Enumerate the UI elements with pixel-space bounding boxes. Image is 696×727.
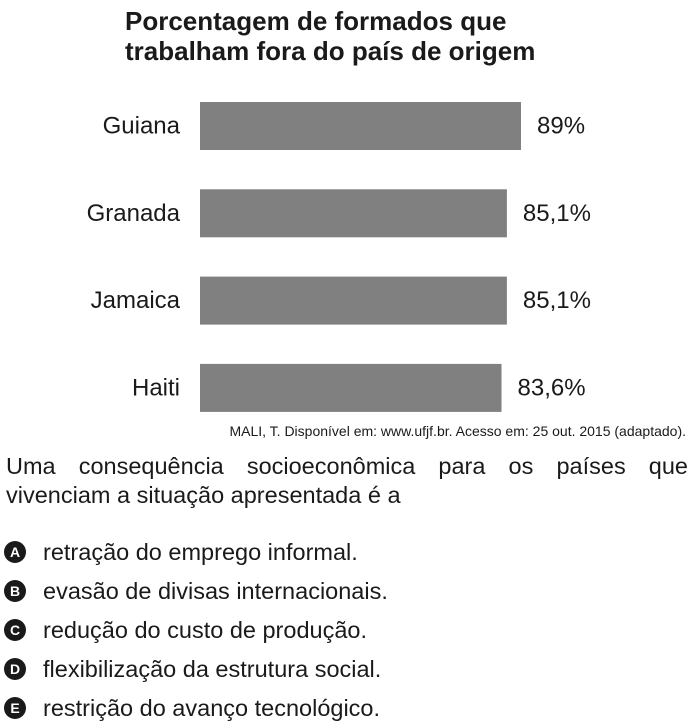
bar-chart: Guiana 89% Granada 85,1% Jamaica 85,1% Haiti 83… <box>87 102 591 412</box>
option-d[interactable]: D flexibilização da estrutura social. <box>4 649 684 688</box>
option-letter-icon: D <box>4 657 26 680</box>
bar <box>200 102 521 150</box>
option-letter-icon: A <box>4 540 26 563</box>
value-label: 89% <box>537 113 585 140</box>
value-label: 85,1% <box>523 200 591 227</box>
option-b[interactable]: B evasão de divisas internacionais. <box>4 571 684 610</box>
bar <box>200 363 502 412</box>
option-text: restrição do avanço tecnológico. <box>43 694 381 721</box>
option-text: evasão de divisas internacionais. <box>43 577 388 604</box>
option-e[interactable]: E restrição do avanço tecnológico. <box>4 688 684 727</box>
chart-title-line-2: trabalham fora do país de origem <box>125 36 536 66</box>
bar <box>200 189 507 238</box>
value-label: 85,1% <box>523 287 591 314</box>
category-label: Granada <box>87 200 181 227</box>
answer-options: A retração do emprego informal. B evasão… <box>4 532 684 727</box>
chart-title: Porcentagem de formados que trabalham fo… <box>125 6 605 66</box>
category-label: Haiti <box>132 374 180 401</box>
option-a[interactable]: A retração do emprego informal. <box>4 532 684 571</box>
category-label: Jamaica <box>91 287 181 314</box>
chart-title-line-1: Porcentagem de formados que <box>125 6 507 36</box>
option-c[interactable]: C redução do custo de produção. <box>4 610 684 649</box>
source-citation: MALI, T. Disponível em: www.ufjf.br. Ace… <box>229 423 686 439</box>
option-text: flexibilização da estrutura social. <box>43 655 382 682</box>
option-letter-icon: C <box>4 618 26 641</box>
value-label: 83,6% <box>518 374 586 401</box>
bar <box>200 276 507 325</box>
option-text: redução do custo de produção. <box>43 616 368 643</box>
option-letter-icon: E <box>4 696 26 719</box>
question-text: Uma consequência socioeconômica para os … <box>6 453 688 508</box>
option-text: retração do emprego informal. <box>43 538 358 565</box>
category-label: Guiana <box>103 113 181 140</box>
option-letter-icon: B <box>4 579 26 602</box>
